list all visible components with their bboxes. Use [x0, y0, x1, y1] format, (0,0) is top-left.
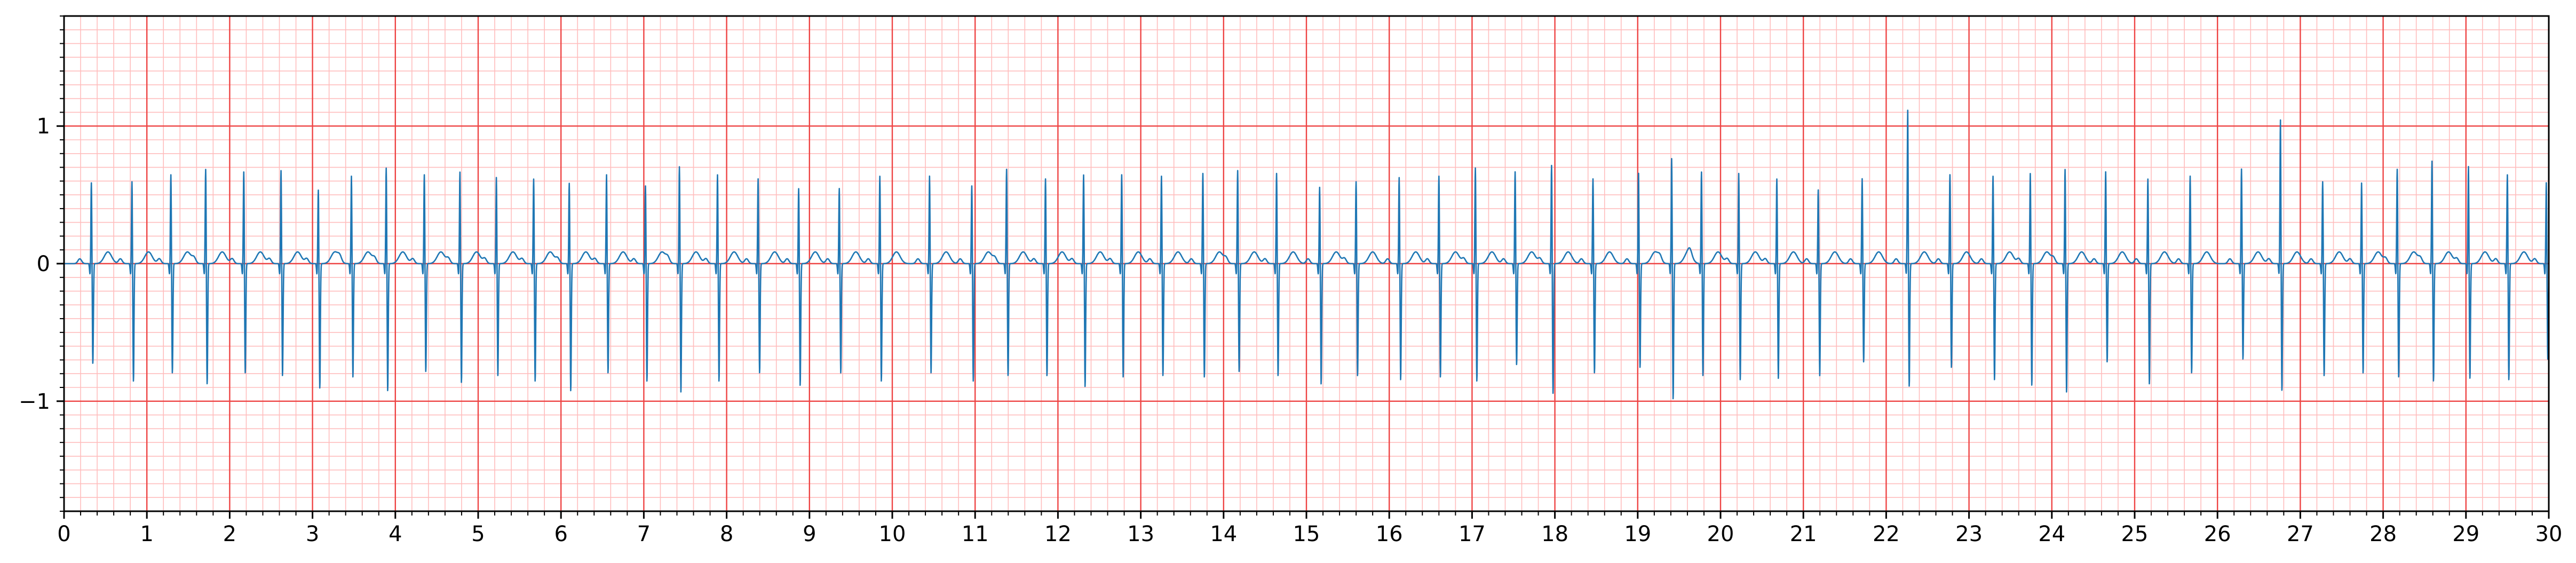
x-tick-label: 1: [140, 522, 153, 546]
x-tick-label: 26: [2204, 522, 2231, 546]
x-tick-label: 18: [1541, 522, 1568, 546]
x-tick-label: 11: [962, 522, 989, 546]
x-tick-label: 15: [1293, 522, 1320, 546]
x-tick-label: 3: [306, 522, 319, 546]
x-tick-label: 2: [223, 522, 236, 546]
x-tick-label: 19: [1624, 522, 1651, 546]
x-tick-label: 8: [720, 522, 733, 546]
x-tick-label: 0: [57, 522, 70, 546]
x-tick-label: 7: [637, 522, 651, 546]
y-tick-label: 1: [37, 114, 50, 139]
x-tick-label: 27: [2287, 522, 2314, 546]
x-axis-ticks: 0 1 2 3 4 5 6 7 8 9 10 11 12 13 14 15 16 17 18 19 20 21 22 23 24…: [57, 511, 2562, 546]
x-tick-label: 17: [1459, 522, 1486, 546]
x-tick-label: 14: [1210, 522, 1237, 546]
x-tick-label: 10: [879, 522, 906, 546]
x-tick-label: 25: [2121, 522, 2149, 546]
x-tick-label: 22: [1873, 522, 1900, 546]
x-tick-label: 6: [554, 522, 567, 546]
x-tick-label: 23: [1955, 522, 1983, 546]
x-tick-label: 5: [471, 522, 485, 546]
y-tick-label: 0: [37, 252, 50, 276]
x-tick-label: 20: [1707, 522, 1734, 546]
x-tick-label: 21: [1790, 522, 1817, 546]
major-grid: [64, 16, 2549, 511]
x-tick-label: 24: [2038, 522, 2065, 546]
x-tick-label: 9: [803, 522, 816, 546]
x-tick-label: 12: [1044, 522, 1072, 546]
x-tick-label: 13: [1127, 522, 1154, 546]
y-axis-ticks: −1 0 1: [19, 16, 64, 511]
x-tick-label: 29: [2452, 522, 2479, 546]
y-tick-label: −1: [19, 390, 50, 414]
x-tick-label: 30: [2535, 522, 2563, 546]
x-tick-label: 16: [1376, 522, 1403, 546]
x-tick-label: 28: [2369, 522, 2397, 546]
x-tick-label: 4: [389, 522, 402, 546]
